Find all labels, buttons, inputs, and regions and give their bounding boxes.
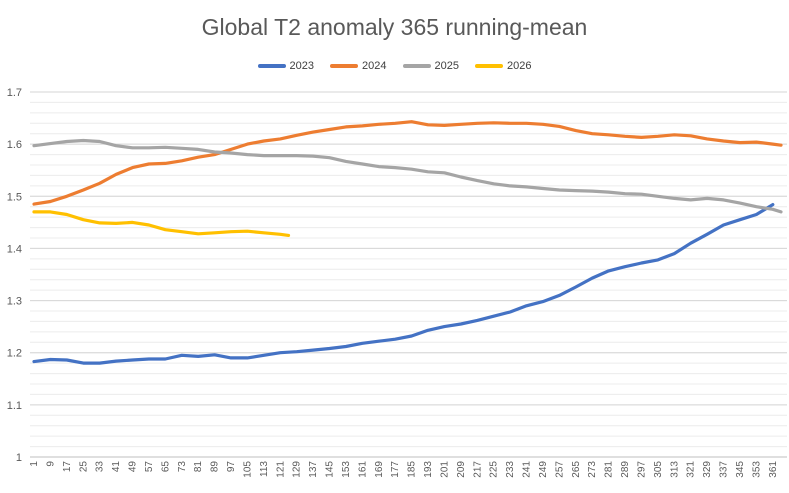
legend-swatch [257,64,286,68]
x-tick-label: 97 [226,461,237,473]
y-tick-label: 1.2 [7,348,22,360]
x-tick-label: 33 [95,461,106,473]
x-tick-label: 169 [374,461,385,478]
x-tick-label: 81 [193,461,204,473]
x-tick-label: 1 [29,461,40,467]
x-tick-label: 177 [390,461,401,478]
series-line-2025 [32,138,783,214]
x-tick-label: 105 [242,461,253,478]
legend-swatch [402,64,431,68]
y-tick-label: 1.5 [7,191,22,203]
x-tick-label: 113 [259,461,270,477]
x-tick-label: 57 [144,461,155,473]
x-tick-label: 225 [489,461,500,478]
x-tick-label: 73 [177,461,188,473]
x-tick-label: 137 [308,461,319,478]
x-tick-label: 161 [357,461,368,478]
series-line-2023 [32,203,775,365]
legend-swatch [330,64,359,68]
x-tick-label: 273 [587,461,598,478]
legend-label: 2025 [434,60,459,72]
x-tick-label: 305 [653,461,664,478]
x-tick-label: 9 [45,461,56,467]
legend-label: 2024 [362,60,387,72]
x-tick-label: 209 [456,461,467,478]
y-tick-label: 1 [16,452,22,464]
x-tick-label: 25 [78,461,89,473]
x-tick-label: 153 [341,461,352,478]
x-tick-label: 257 [554,461,565,478]
legend-label: 2026 [506,60,532,72]
legend-item-2023[interactable]: 2023 [257,60,315,72]
series-line-2026 [32,210,291,237]
x-tick-label: 241 [522,461,533,478]
x-tick-label: 233 [505,461,516,478]
x-tick-label: 329 [702,461,713,478]
x-tick-label: 297 [636,461,647,478]
x-tick-label: 337 [719,461,730,478]
x-tick-label: 289 [620,461,631,478]
x-tick-label: 41 [111,461,122,473]
legend-item-2024[interactable]: 2024 [330,60,387,72]
y-tick-label: 1.7 [7,87,22,99]
x-tick-label: 89 [210,461,221,473]
x-tick-label: 129 [292,461,303,478]
x-tick-label: 193 [423,461,434,478]
legend-swatch [474,64,503,68]
y-tick-label: 1.1 [7,400,22,412]
x-tick-label: 313 [669,461,680,478]
x-tick-label: 17 [62,461,73,473]
x-tick-label: 65 [160,461,171,473]
x-tick-label: 345 [735,461,746,478]
legend-label: 2023 [289,60,315,72]
y-tick-label: 1.3 [7,296,22,308]
y-tick-label: 1.6 [7,139,22,151]
x-tick-label: 121 [275,461,286,478]
legend: 2023 2024 2025 2026 [0,60,789,72]
x-tick-label: 353 [751,461,762,478]
x-tick-label: 201 [439,461,450,478]
x-tick-label: 321 [686,461,697,478]
series-line-2024 [32,120,783,206]
legend-item-2025[interactable]: 2025 [402,60,459,72]
x-tick-label: 185 [407,461,418,478]
x-tick-label: 49 [128,461,139,473]
legend-item-2026[interactable]: 2026 [474,60,532,72]
x-tick-label: 145 [325,461,336,478]
y-tick-label: 1.4 [7,243,22,255]
x-tick-label: 265 [571,461,582,478]
chart-title: Global T2 anomaly 365 running-mean [201,14,588,40]
x-tick-label: 249 [538,461,549,478]
x-tick-label: 281 [604,461,615,478]
x-tick-label: 217 [472,461,483,478]
x-tick-label: 361 [768,461,779,478]
